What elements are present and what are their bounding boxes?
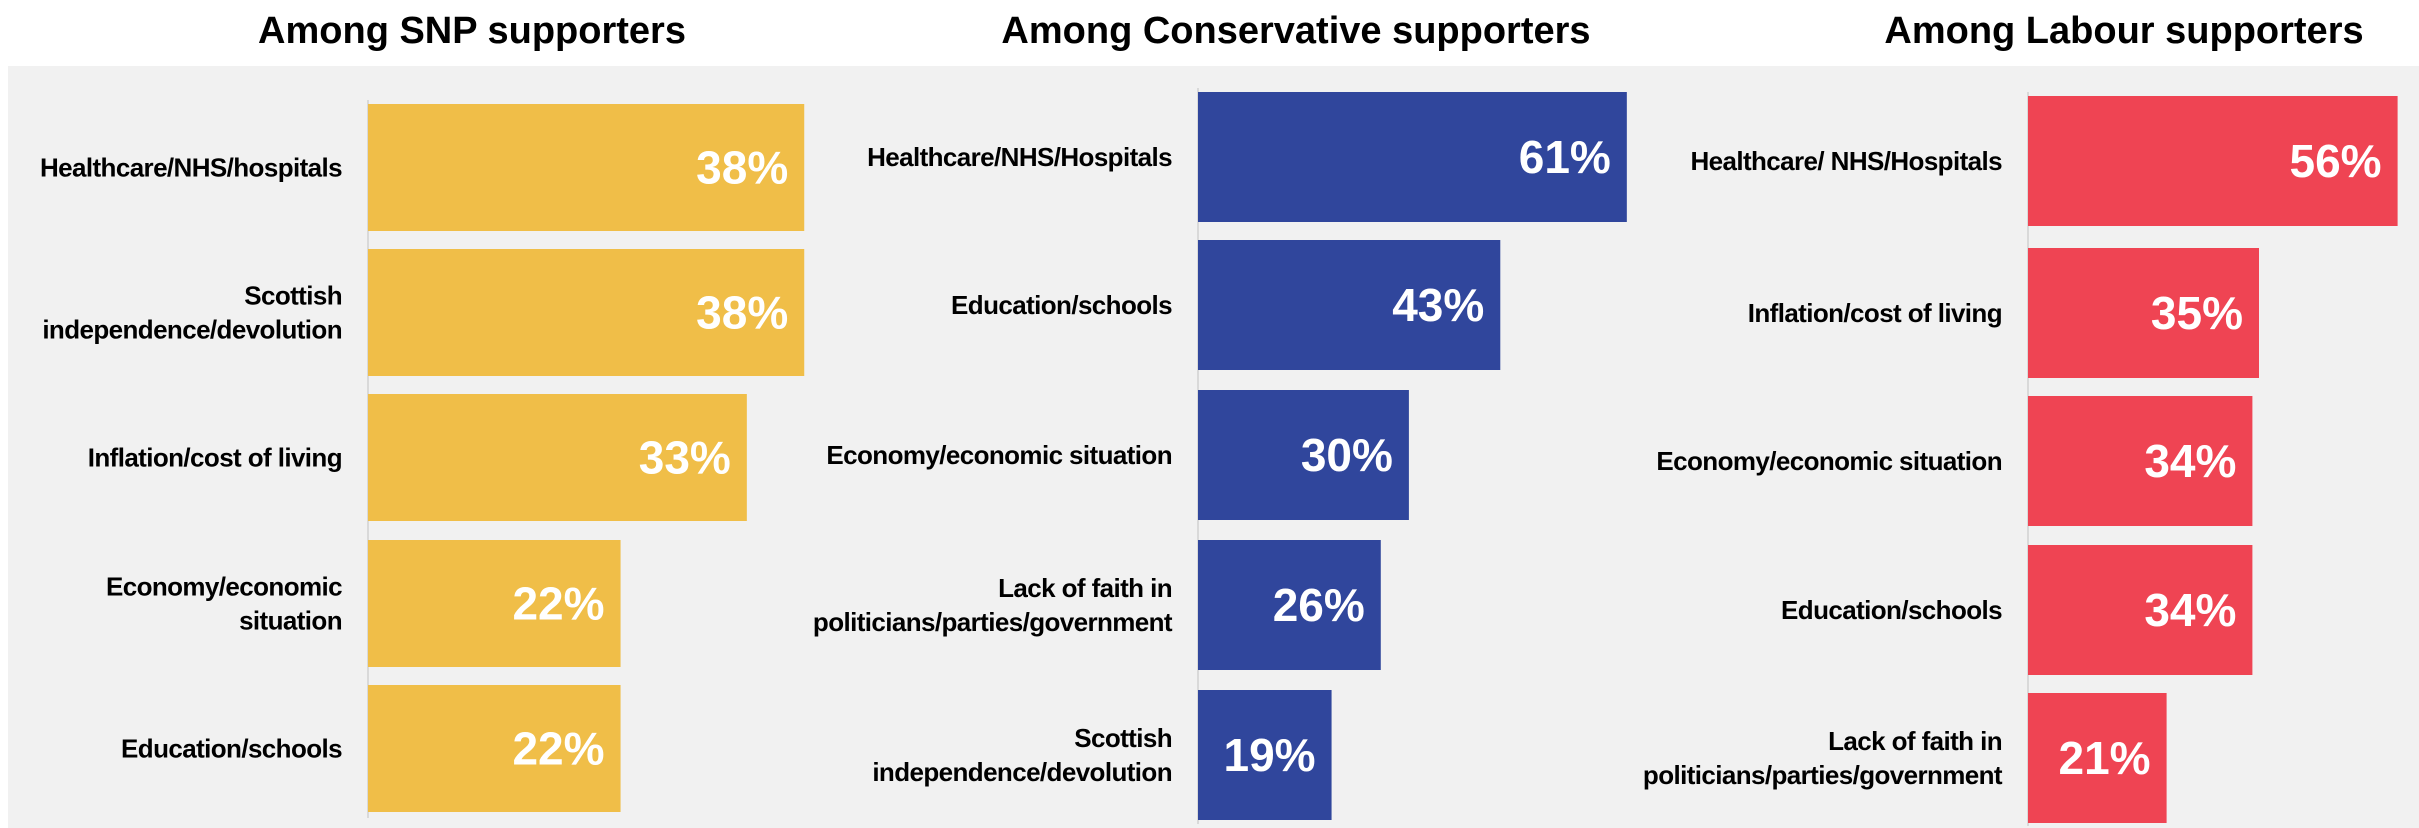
value-label-conservative-1: 61% [1519, 131, 1611, 183]
category-label-labour-3: Economy/economic situation [1656, 446, 2002, 476]
bar-snp-1 [368, 104, 805, 231]
bar-conservative-1 [1198, 92, 1627, 222]
bar-conservative-4 [1198, 540, 1381, 670]
value-label-snp-5: 22% [512, 723, 604, 775]
category-label-snp-1: Healthcare/NHS/hospitals [40, 153, 342, 183]
category-label-snp-4: Economy/economic situation [106, 572, 342, 636]
chart-title-conservative: Among Conservative supporters [1001, 10, 1591, 52]
bar-snp-2 [368, 249, 805, 376]
category-label-labour-1: Healthcare/ NHS/Hospitals [1690, 146, 2002, 176]
bar-conservative-2 [1198, 240, 1501, 370]
bar-conservative-3 [1198, 390, 1409, 520]
category-label-snp-3: Inflation/cost of living [88, 443, 342, 473]
category-label-snp-2: Scottish independence/devolution [42, 281, 342, 345]
category-label-conservative-4: Lack of faith in politicians/parties/gove… [813, 573, 1173, 637]
category-label-labour-4: Education/schools [1781, 595, 2002, 625]
value-label-conservative-5: 19% [1223, 729, 1315, 781]
bar-labour-2 [2028, 248, 2259, 378]
category-label-labour-5: Lack of faith in politicians/parties/gove… [1643, 726, 2003, 790]
bar-snp-3 [368, 394, 747, 521]
category-label-conservative-3: Economy/economic situation [826, 440, 1172, 470]
bar-labour-4 [2028, 545, 2253, 675]
category-label-conservative-2: Education/schools [951, 290, 1172, 320]
bar-labour-5 [2028, 693, 2167, 823]
category-label-conservative-1: Healthcare/NHS/Hospitals [867, 142, 1172, 172]
value-label-snp-3: 33% [639, 432, 731, 484]
value-label-labour-1: 56% [2290, 135, 2382, 187]
value-label-snp-4: 22% [512, 578, 604, 630]
category-label-snp-5: Education/schools [121, 734, 342, 764]
chart-title-labour: Among Labour supporters [1884, 10, 2364, 52]
bar-conservative-5 [1198, 690, 1332, 820]
bar-labour-1 [2028, 96, 2398, 226]
bar-labour-3 [2028, 396, 2253, 526]
category-label-labour-2: Inflation/cost of living [1748, 298, 2002, 328]
value-label-labour-2: 35% [2151, 287, 2243, 339]
value-label-snp-2: 38% [696, 287, 788, 339]
value-label-labour-3: 34% [2144, 435, 2236, 487]
value-label-snp-1: 38% [696, 142, 788, 194]
value-label-conservative-2: 43% [1392, 279, 1484, 331]
value-label-conservative-3: 30% [1301, 429, 1393, 481]
value-label-labour-5: 21% [2059, 732, 2151, 784]
category-label-conservative-5: Scottish independence/devolution [872, 723, 1172, 787]
value-label-labour-4: 34% [2144, 584, 2236, 636]
bar-snp-4 [368, 540, 621, 667]
value-label-conservative-4: 26% [1273, 579, 1365, 631]
chart-title-snp: Among SNP supporters [258, 10, 686, 52]
bar-snp-5 [368, 685, 621, 812]
